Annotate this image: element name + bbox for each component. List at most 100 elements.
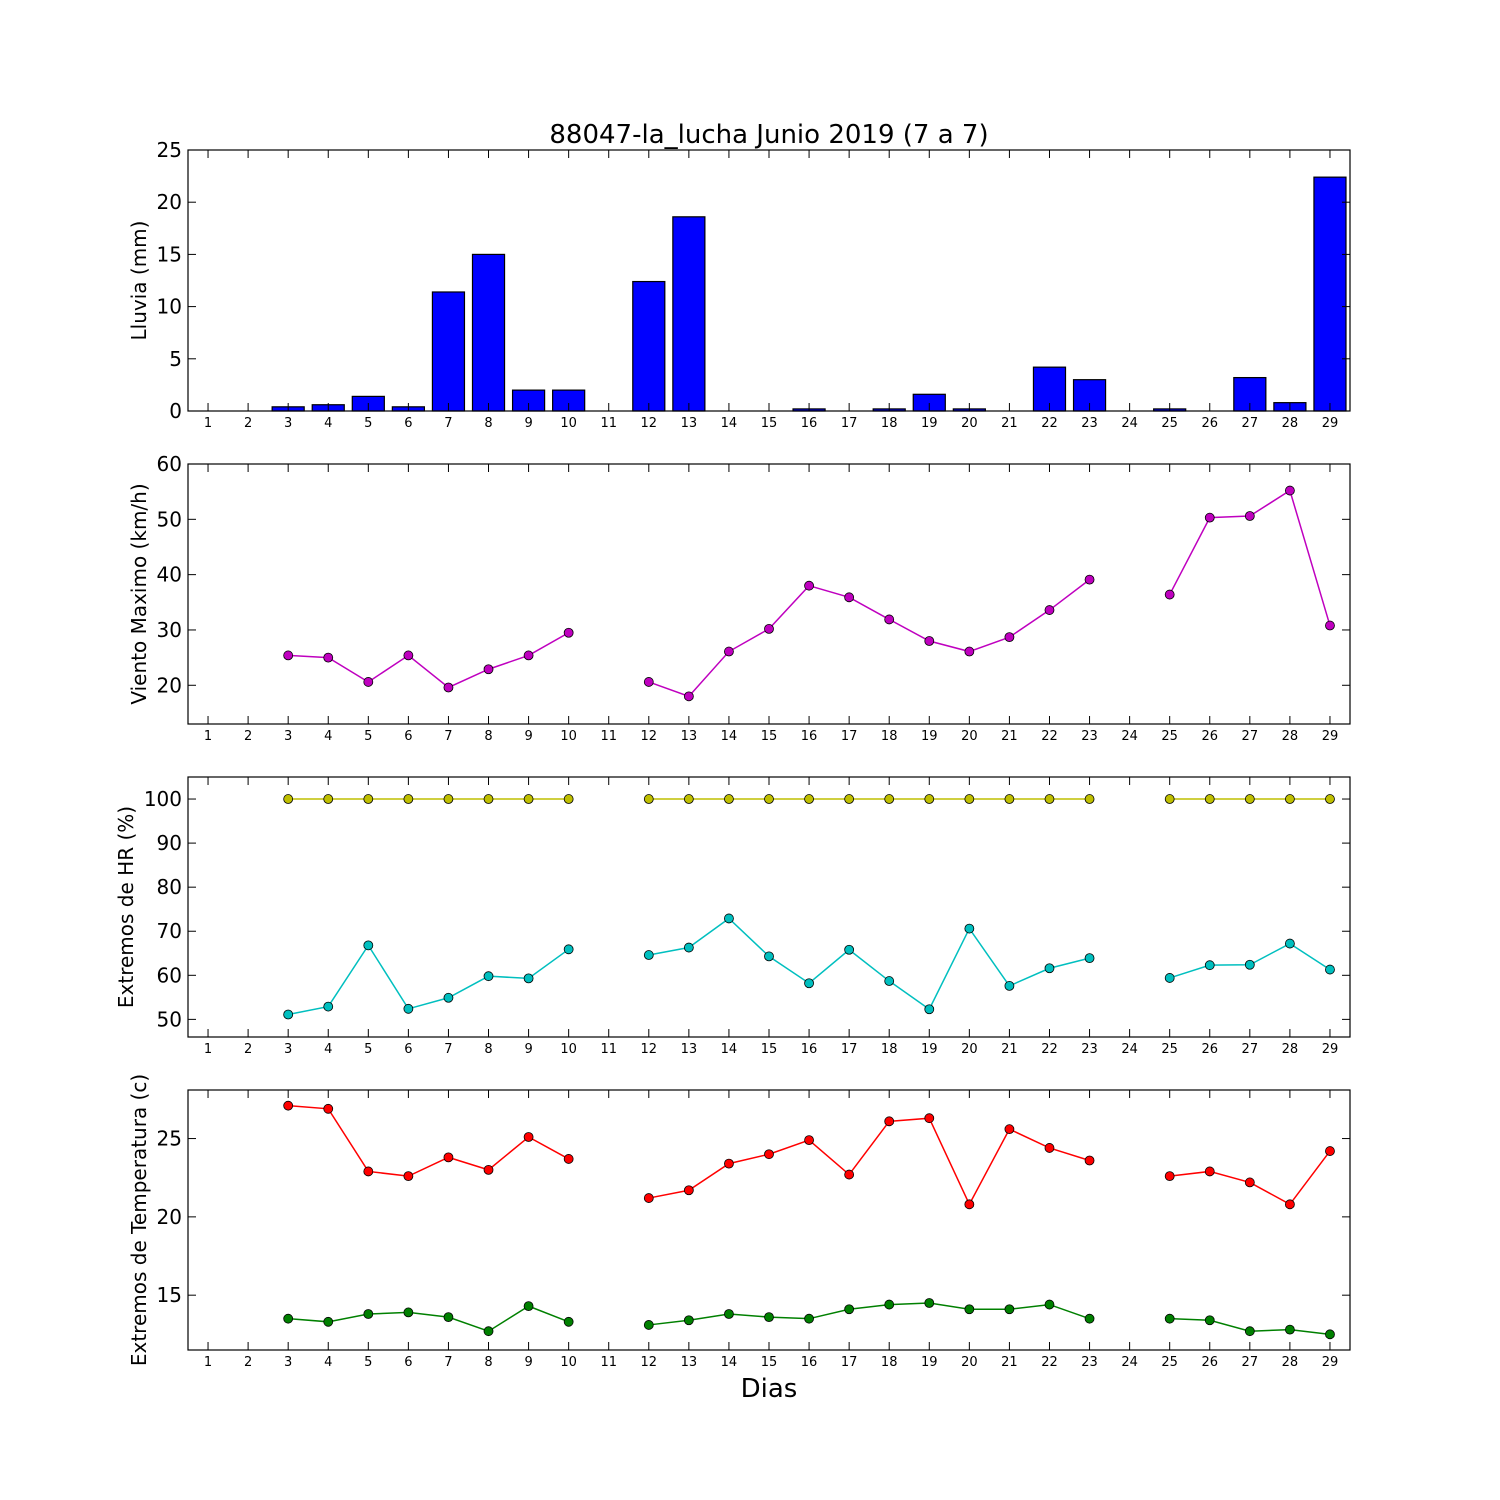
temp-axes-frame bbox=[187, 1089, 1351, 1351]
wind-point bbox=[1284, 485, 1295, 496]
temp-ylabel: Extremos de Temperatura (c) bbox=[127, 1074, 151, 1366]
temp-xtick-label: 14 bbox=[721, 1355, 738, 1370]
humidity-point bbox=[884, 976, 895, 986]
rain-xtick-label: 5 bbox=[364, 416, 372, 431]
humidity-xtick-label: 11 bbox=[600, 1042, 617, 1057]
temp-xtick-label: 19 bbox=[921, 1355, 938, 1370]
wind-xtick-label: 10 bbox=[560, 729, 577, 744]
temp-point bbox=[563, 1316, 574, 1327]
humidity-point bbox=[1244, 959, 1255, 970]
temp-point bbox=[924, 1113, 935, 1124]
wind-point bbox=[523, 650, 534, 661]
temp-point bbox=[443, 1152, 454, 1163]
temp-point bbox=[1244, 1177, 1255, 1188]
humidity-point bbox=[1084, 953, 1095, 964]
humidity-xtick-label: 2 bbox=[244, 1042, 252, 1057]
humidity-xtick-label: 22 bbox=[1041, 1042, 1058, 1057]
humidity-series-line bbox=[648, 917, 1090, 1011]
temp-ytick-label: 20 bbox=[157, 1205, 182, 1229]
wind-point bbox=[483, 664, 494, 675]
humidity-xtick-label: 28 bbox=[1282, 1042, 1299, 1057]
wind-xtick-label: 19 bbox=[921, 729, 938, 744]
wind-xtick-label: 5 bbox=[364, 729, 372, 744]
humidity-point bbox=[884, 794, 895, 804]
wind-xtick-label: 18 bbox=[881, 729, 898, 744]
temp-point bbox=[924, 1298, 935, 1308]
wind-xtick-label: 27 bbox=[1242, 729, 1259, 744]
wind-xtick-label: 7 bbox=[444, 729, 452, 744]
wind-point bbox=[643, 677, 654, 687]
wind-xtick-label: 22 bbox=[1041, 729, 1058, 744]
wind-xtick-label: 1 bbox=[204, 729, 212, 744]
humidity-point bbox=[724, 794, 734, 804]
temp-xtick-label: 13 bbox=[681, 1355, 698, 1370]
temp-xtick-label: 8 bbox=[484, 1355, 492, 1370]
wind-xtick-label: 25 bbox=[1161, 729, 1178, 744]
humidity-point bbox=[1325, 794, 1335, 804]
humidity-point bbox=[764, 951, 774, 962]
wind-point bbox=[683, 691, 694, 702]
humidity-xtick-label: 23 bbox=[1081, 1042, 1098, 1057]
humidity-point bbox=[683, 794, 694, 804]
temp-point bbox=[283, 1100, 294, 1111]
humidity-ytick-label: 60 bbox=[157, 963, 182, 987]
humidity-xtick-label: 17 bbox=[841, 1042, 858, 1057]
rain-xtick-label: 2 bbox=[244, 416, 252, 431]
wind-xtick-label: 6 bbox=[404, 729, 412, 744]
humidity-xtick-label: 10 bbox=[560, 1042, 577, 1057]
temp-xtick-label: 7 bbox=[444, 1355, 452, 1370]
temp-xtick-label: 1 bbox=[204, 1355, 212, 1370]
temp-xtick-label: 17 bbox=[841, 1355, 858, 1370]
wind-point bbox=[443, 682, 454, 693]
rain-xtick-label: 26 bbox=[1201, 416, 1218, 431]
rain-ytick-label: 15 bbox=[157, 242, 182, 266]
wind-xtick-label: 15 bbox=[761, 729, 778, 744]
rain-xtick-label: 13 bbox=[681, 416, 698, 431]
temp-point bbox=[1044, 1143, 1055, 1153]
temp-xtick-label: 22 bbox=[1041, 1355, 1058, 1370]
wind-point bbox=[323, 652, 334, 663]
humidity-point bbox=[724, 913, 734, 924]
x-axis-label: Dias bbox=[741, 1374, 798, 1404]
humidity-point bbox=[804, 978, 814, 989]
humidity-xtick-label: 18 bbox=[881, 1042, 898, 1057]
temp-point bbox=[363, 1166, 374, 1177]
rain-xtick-label: 1 bbox=[204, 416, 212, 431]
humidity-point bbox=[283, 794, 294, 804]
temp-point bbox=[563, 1154, 574, 1164]
temp-point bbox=[724, 1309, 734, 1319]
humidity-xtick-label: 5 bbox=[364, 1042, 372, 1057]
humidity-point bbox=[323, 794, 334, 804]
rain-xtick-label: 25 bbox=[1161, 416, 1178, 431]
temp-xtick-label: 9 bbox=[524, 1355, 532, 1370]
humidity-point bbox=[483, 794, 494, 804]
rain-ylabel: Lluvia (mm) bbox=[127, 221, 151, 341]
rain-ytick-label: 10 bbox=[157, 295, 182, 319]
humidity-xtick-label: 25 bbox=[1161, 1042, 1178, 1057]
humidity-point bbox=[523, 794, 534, 804]
wind-xtick-label: 20 bbox=[961, 729, 978, 744]
wind-point bbox=[403, 650, 414, 661]
temp-point bbox=[1325, 1146, 1335, 1156]
rain-ytick-label: 0 bbox=[169, 399, 182, 423]
wind-point bbox=[764, 623, 774, 634]
temp-xtick-label: 29 bbox=[1322, 1355, 1339, 1370]
temp-point bbox=[804, 1313, 814, 1324]
rain-xtick-label: 14 bbox=[721, 416, 738, 431]
temp-point bbox=[683, 1185, 694, 1196]
humidity-point bbox=[1004, 794, 1015, 804]
humidity-point bbox=[563, 794, 574, 804]
humidity-xtick-label: 24 bbox=[1121, 1042, 1138, 1057]
temp-series-line bbox=[648, 1302, 1090, 1326]
humidity-point bbox=[1204, 960, 1215, 971]
humidity-point bbox=[643, 794, 654, 804]
humidity-point bbox=[523, 973, 534, 984]
humidity-xtick-label: 8 bbox=[484, 1042, 492, 1057]
humidity-ylabel: Extremos de HR (%) bbox=[114, 806, 138, 1008]
humidity-ytick-label: 100 bbox=[144, 787, 182, 811]
temp-point bbox=[363, 1309, 374, 1319]
temp-point bbox=[1084, 1313, 1095, 1324]
